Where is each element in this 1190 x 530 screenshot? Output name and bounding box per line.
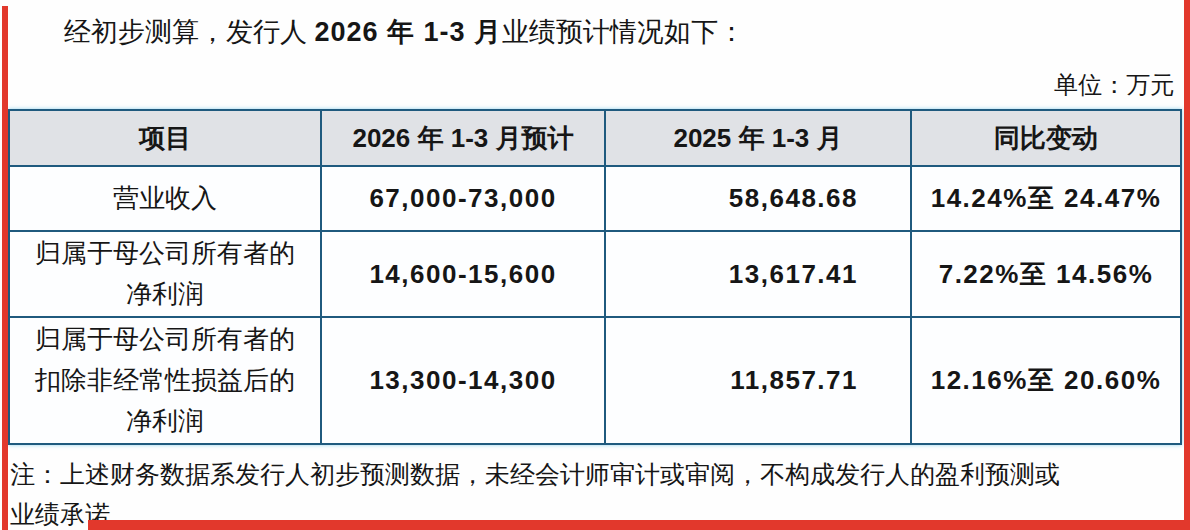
footnote-line-1: 注：上述财务数据系发行人初步预测数据，未经会计师审计或审阅，不构成发行人的盈利预… xyxy=(10,460,1060,488)
cell-item: 营业收入 xyxy=(9,166,321,231)
footnote: 注：上述财务数据系发行人初步预测数据，未经会计师审计或审阅，不构成发行人的盈利预… xyxy=(10,454,1190,530)
header-yoy-change: 同比变动 xyxy=(911,110,1181,166)
cell-yoy-change: 12.16%至 20.60% xyxy=(911,317,1181,444)
cell-yoy-change: 7.22%至 14.56% xyxy=(911,231,1181,317)
cell-forecast-2026: 67,000-73,000 xyxy=(321,166,605,231)
unit-label: 单位：万元 xyxy=(0,49,1190,109)
table-header-row: 项目 2026 年 1-3 月预计 2025 年 1-3 月 同比变动 xyxy=(9,110,1181,166)
red-right-edge-bar xyxy=(1184,0,1190,530)
cell-item: 归属于母公司所有者的 净利润 xyxy=(9,231,321,317)
header-item: 项目 xyxy=(9,110,321,166)
table-row: 营业收入 67,000-73,000 58,648.68 14.24%至 24.… xyxy=(9,166,1181,231)
intro-period-bold: 2026 年 1-3 月 xyxy=(315,17,503,47)
intro-lead-text: 经初步测算，发行人 xyxy=(64,17,315,47)
cell-actual-2025: 13,617.41 xyxy=(605,231,911,317)
red-bottom-edge-bar xyxy=(88,520,1184,530)
forecast-table: 项目 2026 年 1-3 月预计 2025 年 1-3 月 同比变动 营业收入… xyxy=(8,109,1182,445)
header-actual-2025: 2025 年 1-3 月 xyxy=(605,110,911,166)
header-forecast-2026: 2026 年 1-3 月预计 xyxy=(321,110,605,166)
cell-yoy-change: 14.24%至 24.47% xyxy=(911,166,1181,231)
table-row: 归属于母公司所有者的 扣除非经常性损益后的 净利润 13,300-14,300 … xyxy=(9,317,1181,444)
cell-actual-2025: 11,857.71 xyxy=(605,317,911,444)
cell-item: 归属于母公司所有者的 扣除非经常性损益后的 净利润 xyxy=(9,317,321,444)
red-left-edge-bar xyxy=(2,6,8,530)
cell-forecast-2026: 13,300-14,300 xyxy=(321,317,605,444)
cell-forecast-2026: 14,600-15,600 xyxy=(321,231,605,317)
cell-actual-2025: 58,648.68 xyxy=(605,166,911,231)
intro-tail-text: 业绩预计情况如下： xyxy=(502,17,745,47)
table-row: 归属于母公司所有者的 净利润 14,600-15,600 13,617.41 7… xyxy=(9,231,1181,317)
intro-paragraph: 经初步测算，发行人 2026 年 1-3 月业绩预计情况如下： xyxy=(0,0,1190,49)
